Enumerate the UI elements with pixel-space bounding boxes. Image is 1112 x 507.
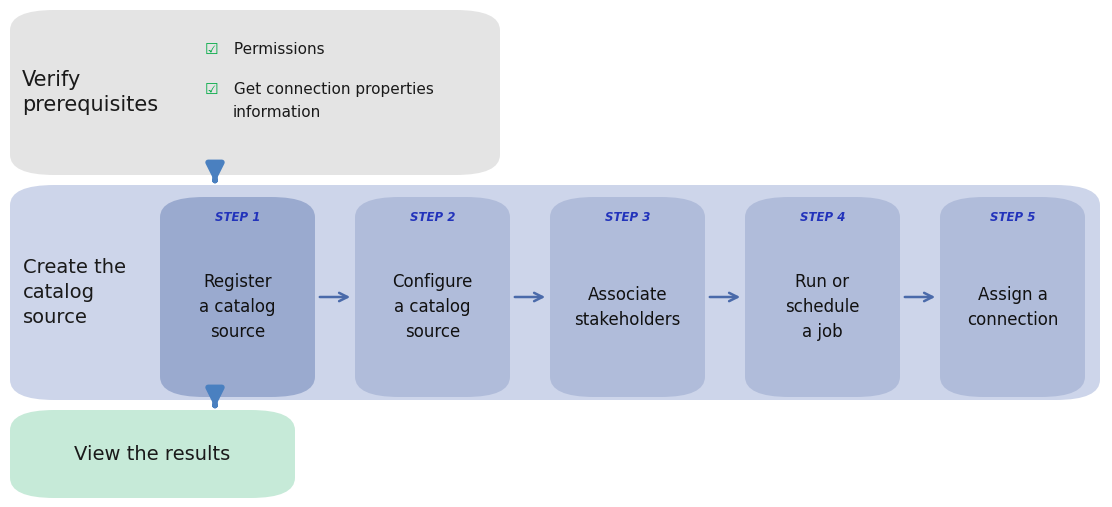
- Text: STEP 1: STEP 1: [215, 211, 260, 224]
- FancyBboxPatch shape: [10, 10, 500, 175]
- Text: Configure
a catalog
source: Configure a catalog source: [393, 273, 473, 341]
- FancyBboxPatch shape: [355, 197, 510, 397]
- Text: Register
a catalog
source: Register a catalog source: [199, 273, 276, 341]
- Text: STEP 2: STEP 2: [410, 211, 455, 224]
- Text: Run or
schedule
a job: Run or schedule a job: [785, 273, 860, 341]
- Text: Assign a
connection: Assign a connection: [966, 285, 1059, 329]
- Text: information: information: [232, 105, 321, 120]
- Text: Permissions: Permissions: [229, 42, 325, 57]
- FancyBboxPatch shape: [745, 197, 900, 397]
- FancyBboxPatch shape: [10, 410, 295, 498]
- FancyBboxPatch shape: [550, 197, 705, 397]
- Text: Verify
prerequisites: Verify prerequisites: [22, 70, 158, 115]
- Text: ☑: ☑: [205, 42, 219, 57]
- Text: STEP 5: STEP 5: [990, 211, 1035, 224]
- FancyBboxPatch shape: [10, 185, 1100, 400]
- Text: Create the
catalog
source: Create the catalog source: [23, 258, 126, 327]
- Text: Get connection properties: Get connection properties: [229, 82, 435, 97]
- Text: STEP 3: STEP 3: [605, 211, 651, 224]
- Text: View the results: View the results: [75, 445, 230, 463]
- Text: STEP 4: STEP 4: [800, 211, 845, 224]
- FancyBboxPatch shape: [940, 197, 1085, 397]
- Text: ☑: ☑: [205, 82, 219, 97]
- Text: Associate
stakeholders: Associate stakeholders: [574, 285, 681, 329]
- FancyBboxPatch shape: [160, 197, 315, 397]
